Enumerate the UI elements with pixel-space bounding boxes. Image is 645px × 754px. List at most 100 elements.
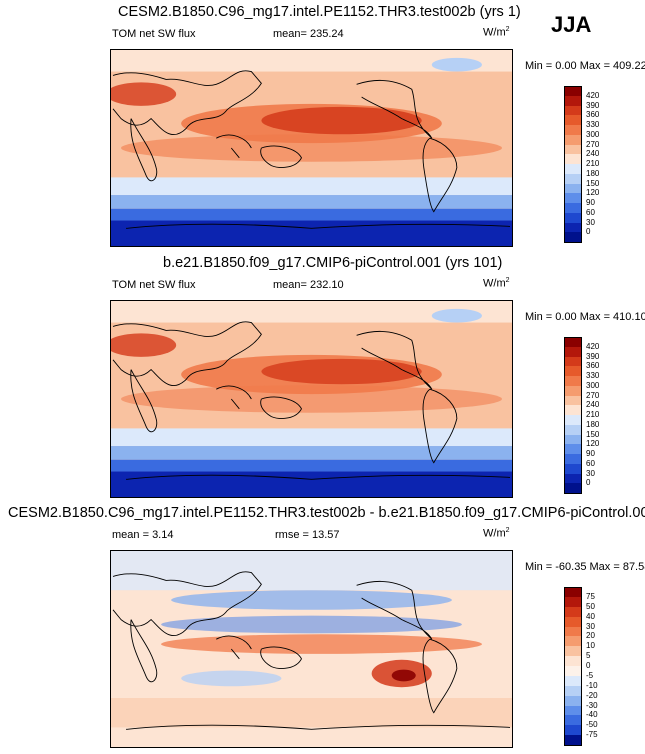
panel2-sahara-max bbox=[111, 333, 177, 357]
panel3-units-exp: 2 bbox=[505, 527, 510, 534]
colorbar-swatch bbox=[564, 173, 582, 184]
colorbar-swatch bbox=[564, 636, 582, 647]
colorbar-swatch bbox=[564, 656, 582, 667]
panel3-rmse: rmse = 13.57 bbox=[275, 529, 340, 541]
panel3-mean-label: mean = bbox=[112, 529, 149, 541]
colorbar-swatch bbox=[564, 232, 582, 243]
panel1-mean: mean= 235.24 bbox=[273, 28, 344, 40]
colorbar-tick-label: 20 bbox=[586, 631, 595, 641]
panel3-north-cool bbox=[111, 551, 512, 591]
panel2-greenland-patch bbox=[431, 308, 482, 323]
panel1-units-text: W/m bbox=[483, 26, 506, 39]
panel1-variable: TOM net SW flux bbox=[112, 28, 196, 40]
colorbar-swatch bbox=[564, 473, 582, 484]
panel2-south-tropics bbox=[121, 385, 502, 413]
colorbar-swatch bbox=[564, 222, 582, 233]
colorbar-swatch bbox=[564, 463, 582, 474]
panel2-variable: TOM net SW flux bbox=[112, 279, 196, 291]
colorbar-tick-label: 90 bbox=[586, 198, 595, 207]
panel1-coastlines bbox=[112, 70, 511, 229]
panel1-title: CESM2.B1850.C96_mg17.intel.PE1152.THR3.t… bbox=[118, 4, 521, 20]
panel3-map bbox=[110, 550, 513, 748]
colorbar-tick-label: 210 bbox=[586, 410, 600, 419]
colorbar-tick-label: 0 bbox=[586, 227, 591, 237]
panel3-pos-core bbox=[391, 669, 416, 682]
colorbar-tick-label: 90 bbox=[586, 449, 595, 458]
colorbar-tick-label: 50 bbox=[586, 601, 595, 611]
panel3-title: CESM2.B1850.C96_mg17.intel.PE1152.THR3.t… bbox=[8, 505, 645, 521]
colorbar-tick-label: 60 bbox=[586, 458, 595, 468]
colorbar-tick-label: -75 bbox=[586, 730, 598, 740]
panel2-mean-label: mean= bbox=[273, 279, 307, 291]
colorbar-tick-label: 240 bbox=[586, 149, 600, 159]
colorbar-swatch bbox=[564, 705, 582, 716]
panel1-units: W/m2 bbox=[483, 26, 510, 39]
panel2-mean: mean= 232.10 bbox=[273, 279, 344, 291]
colorbar-swatch bbox=[564, 134, 582, 145]
colorbar-tick-label: 330 bbox=[586, 371, 600, 380]
colorbar-swatch bbox=[564, 444, 582, 455]
colorbar-tick-label: 270 bbox=[586, 139, 600, 149]
colorbar-swatch bbox=[564, 376, 582, 387]
colorbar-tick-label: 360 bbox=[586, 361, 600, 371]
panel1-north-band bbox=[111, 50, 512, 72]
colorbar-tick-label: 300 bbox=[586, 380, 600, 390]
panel1-map bbox=[110, 49, 513, 247]
panel2-map bbox=[110, 300, 513, 498]
panel2-mean-value: 232.10 bbox=[310, 279, 344, 291]
colorbar-swatch bbox=[564, 385, 582, 396]
panel2-band-60 bbox=[111, 459, 512, 472]
colorbar-swatch bbox=[564, 105, 582, 116]
colorbar-swatch bbox=[564, 715, 582, 726]
colorbar-swatch bbox=[564, 735, 582, 746]
colorbar-swatch bbox=[564, 587, 582, 598]
colorbar-swatch bbox=[564, 86, 582, 97]
colorbar-swatch bbox=[564, 483, 582, 494]
panel2-map-svg bbox=[111, 301, 512, 497]
panel2-north-band bbox=[111, 301, 512, 323]
colorbar-swatch bbox=[564, 125, 582, 136]
colorbar-tick-label: 30 bbox=[586, 621, 595, 631]
panel2-coastlines bbox=[112, 321, 511, 480]
colorbar-tick-label: -30 bbox=[586, 700, 598, 710]
colorbar-swatch bbox=[564, 415, 582, 426]
colorbar-tick-label: -40 bbox=[586, 710, 598, 720]
colorbar-swatch bbox=[564, 183, 582, 194]
panel3-map-svg bbox=[111, 551, 512, 747]
colorbar-tick-label: -10 bbox=[586, 680, 598, 690]
colorbar-swatch bbox=[564, 203, 582, 214]
colorbar-tick-label: 300 bbox=[586, 129, 600, 139]
colorbar-swatch bbox=[564, 685, 582, 697]
colorbar-tick-label: 240 bbox=[586, 400, 600, 410]
colorbar-swatch bbox=[564, 346, 582, 357]
panel1-south-tropics bbox=[121, 134, 502, 162]
colorbar-swatch bbox=[564, 395, 582, 406]
panel3-neg-band2 bbox=[161, 615, 462, 634]
colorbar-swatch bbox=[564, 212, 582, 223]
colorbar-swatch bbox=[564, 616, 582, 627]
colorbar-tick-label: 60 bbox=[586, 207, 595, 217]
panel3-minmax: Min = -60.35 Max = 87.58 bbox=[525, 561, 645, 573]
panel2-units: W/m2 bbox=[483, 277, 510, 290]
colorbar-tick-label: 270 bbox=[586, 390, 600, 400]
colorbar-swatch bbox=[564, 596, 582, 608]
colorbar-tick-label: 330 bbox=[586, 120, 600, 129]
colorbar-tick-label: 120 bbox=[586, 439, 600, 449]
colorbar-swatch bbox=[564, 434, 582, 445]
colorbar-tick-label: 120 bbox=[586, 188, 600, 198]
colorbar-tick-label: -20 bbox=[586, 690, 598, 700]
panel1-colorbar: 420 390 360 330 300 270 240 210 180 150 120 90 60 30 0 bbox=[564, 86, 599, 243]
panel2-units-exp: 2 bbox=[505, 277, 510, 284]
colorbar-swatch bbox=[564, 154, 582, 165]
colorbar-tick-label: 0 bbox=[586, 661, 591, 670]
colorbar-swatch bbox=[564, 695, 582, 706]
panel2-minmax: Min = 0.00 Max = 410.10 bbox=[525, 311, 645, 323]
panel1-map-svg bbox=[111, 50, 512, 246]
colorbar-tick-label: 180 bbox=[586, 168, 600, 178]
colorbar-swatch bbox=[564, 666, 582, 677]
colorbar-tick-label: -50 bbox=[586, 720, 598, 730]
panel3-units: W/m2 bbox=[483, 527, 510, 540]
colorbar-swatch bbox=[564, 115, 582, 126]
colorbar-swatch bbox=[564, 356, 582, 367]
panel1-pacific-max bbox=[261, 106, 422, 135]
